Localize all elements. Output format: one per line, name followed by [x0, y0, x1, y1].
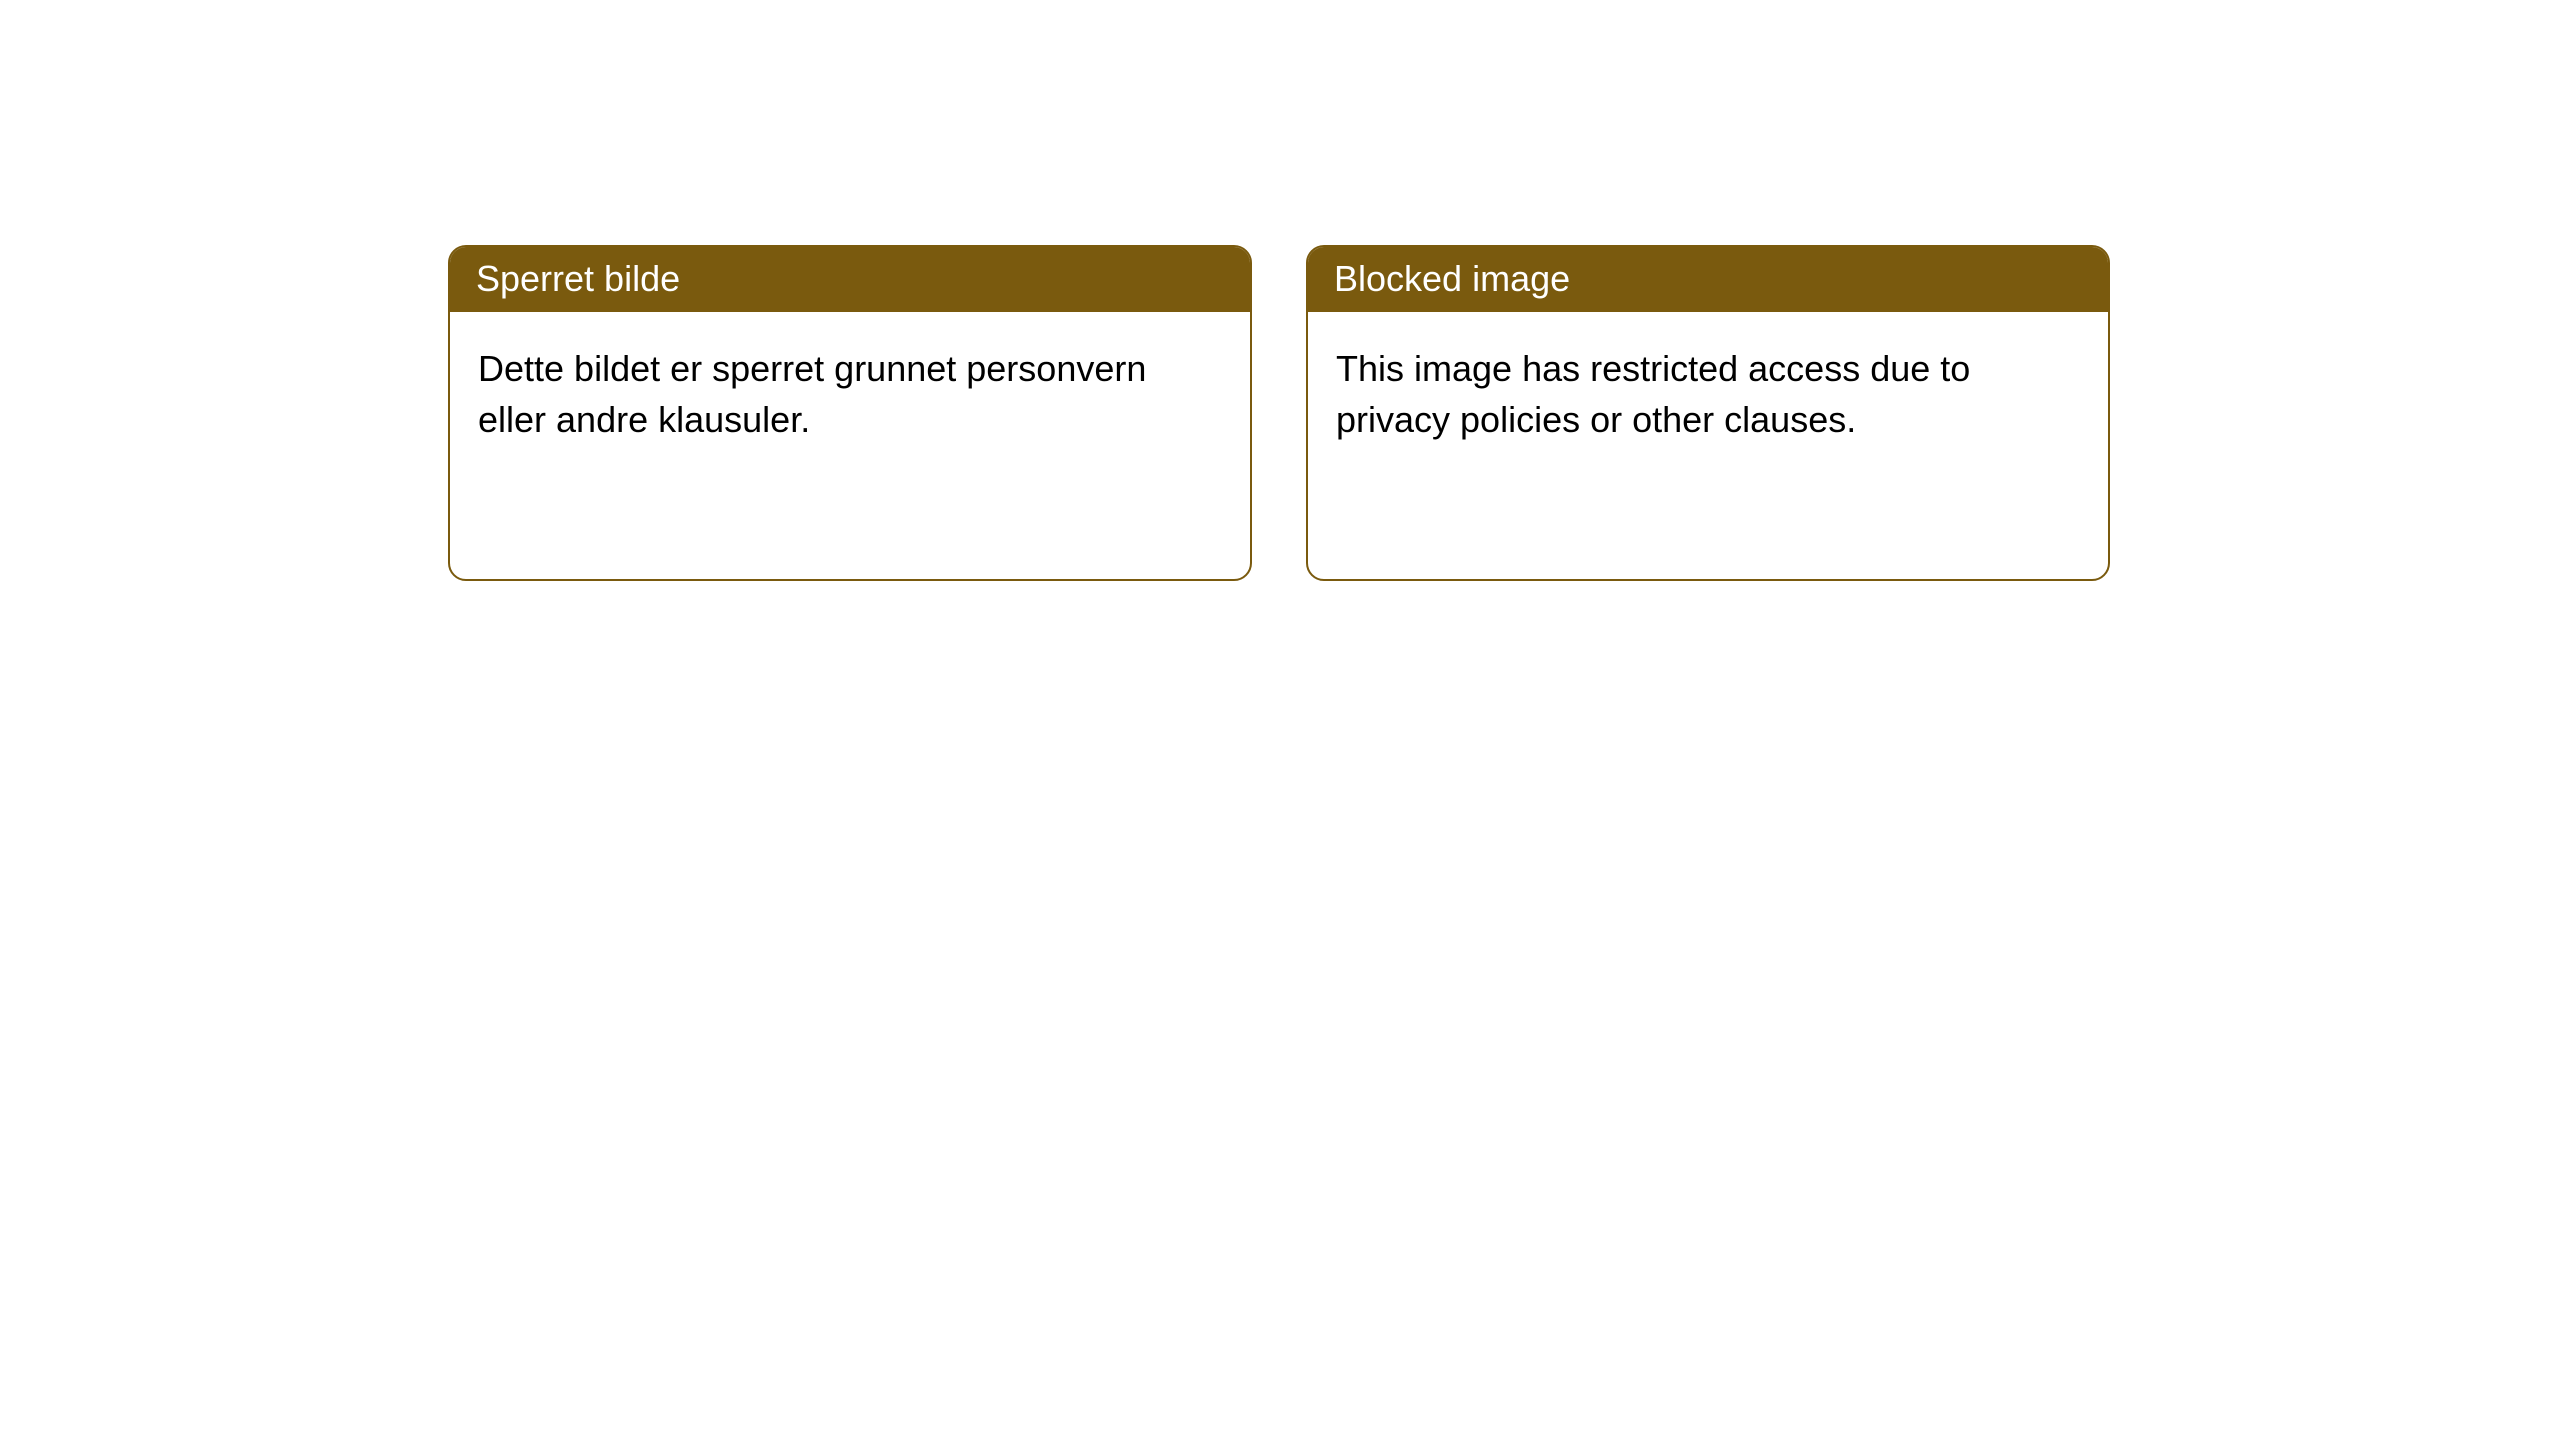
card-title: Sperret bilde: [476, 258, 680, 299]
card-body-text: This image has restricted access due to …: [1336, 348, 1970, 439]
card-body-text: Dette bildet er sperret grunnet personve…: [478, 348, 1146, 439]
card-header: Sperret bilde: [450, 247, 1250, 312]
card-body: Dette bildet er sperret grunnet personve…: [450, 312, 1250, 477]
notice-cards-container: Sperret bilde Dette bildet er sperret gr…: [0, 0, 2560, 581]
notice-card-english: Blocked image This image has restricted …: [1306, 245, 2110, 581]
card-body: This image has restricted access due to …: [1308, 312, 2108, 477]
card-header: Blocked image: [1308, 247, 2108, 312]
card-title: Blocked image: [1334, 258, 1570, 299]
notice-card-norwegian: Sperret bilde Dette bildet er sperret gr…: [448, 245, 1252, 581]
